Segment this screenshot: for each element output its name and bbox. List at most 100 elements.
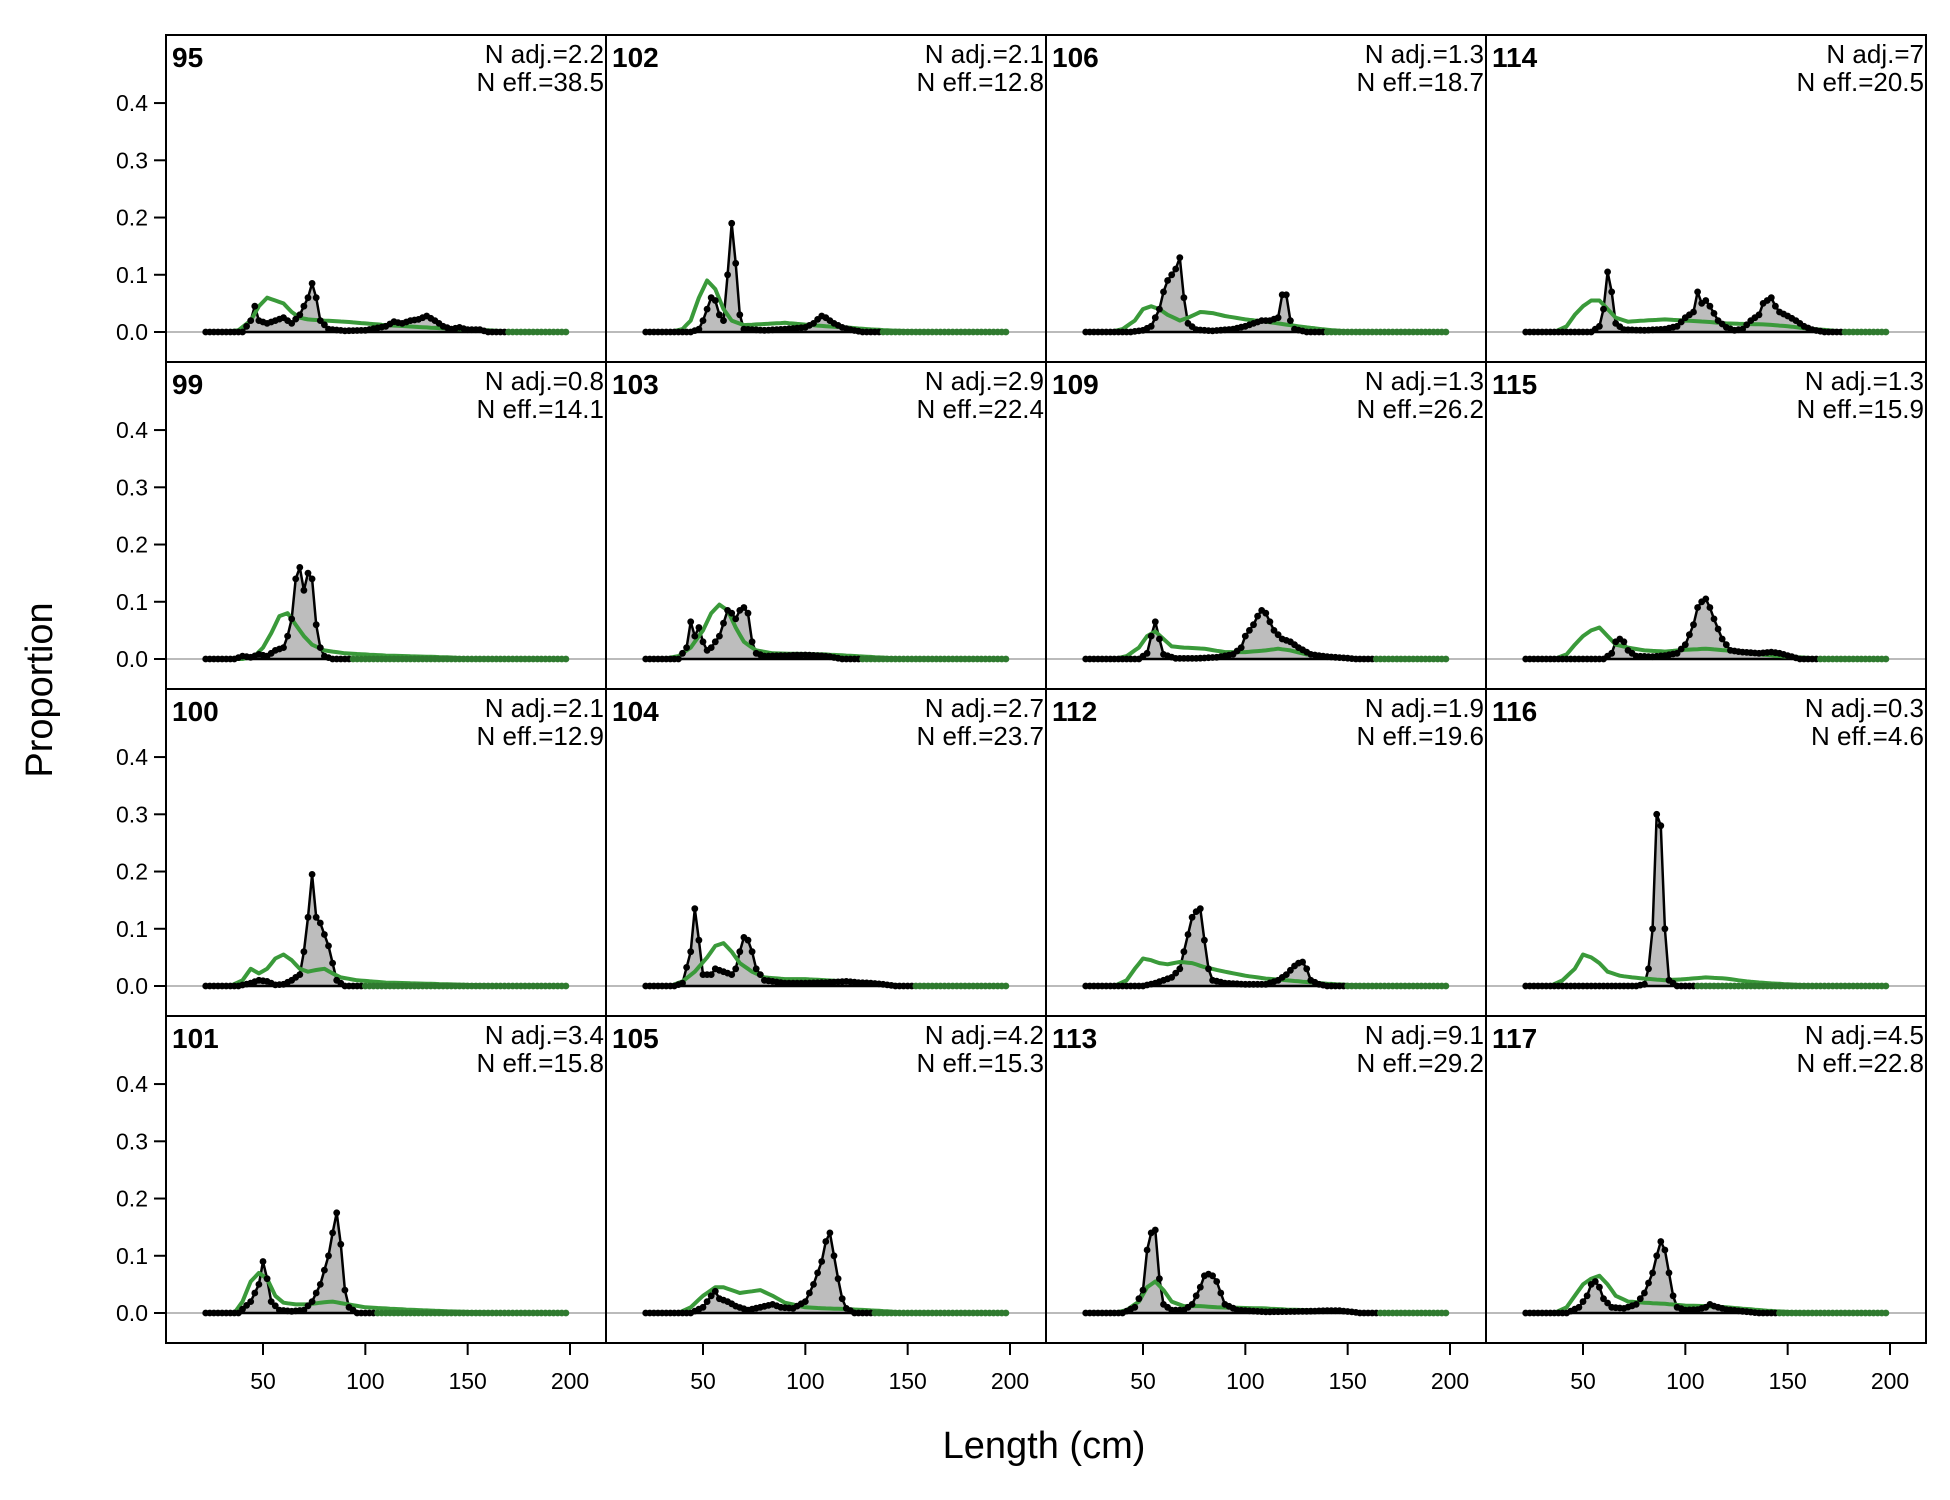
- observed-point: [1702, 297, 1710, 304]
- panel-95: 95 N adj.=2.2N eff.=38.5 0.0 0.1 0.2 0.3 0.4: [116, 34, 607, 363]
- observed-point: [1205, 965, 1212, 973]
- n-eff-label: N eff.=18.7: [1357, 67, 1484, 97]
- y-tick-label: 0.1: [116, 262, 148, 288]
- observed-point: [1287, 317, 1294, 324]
- panel-109: 109 N adj.=1.3N eff.=26.2: [1045, 361, 1487, 690]
- y-tick-label: 0.4: [116, 744, 148, 770]
- observed-point: [312, 294, 320, 302]
- observed-point: [716, 632, 723, 640]
- observed-point: [838, 1295, 846, 1303]
- observed-area: [204, 1211, 568, 1315]
- observed-point: [288, 320, 296, 327]
- panel-label: 109: [1052, 369, 1099, 400]
- observed-point: [1641, 1289, 1648, 1297]
- observed-point: [732, 965, 740, 973]
- panel-label: 106: [1052, 42, 1099, 73]
- panel-label: 114: [1492, 42, 1538, 73]
- observed-point: [1600, 305, 1607, 313]
- y-tick-label: 0.3: [116, 147, 148, 173]
- observed-point: [300, 302, 308, 310]
- observed-point: [263, 1275, 271, 1283]
- n-adj-label: N adj.=9.1: [1365, 1020, 1484, 1050]
- n-eff-label: N eff.=14.1: [477, 394, 604, 424]
- observed-point: [251, 1289, 259, 1297]
- observed-point: [1596, 322, 1603, 330]
- observed-point: [562, 655, 570, 663]
- observed-point: [711, 1287, 719, 1295]
- observed-point: [1168, 974, 1176, 981]
- observed-point: [321, 321, 328, 329]
- y-tick-label: 0.0: [116, 1300, 148, 1326]
- n-eff-label: N eff.=19.6: [1357, 721, 1484, 751]
- panel-113: 113 N adj.=9.1N eff.=29.2 50 100 150 200: [1045, 1015, 1487, 1394]
- observed-point: [716, 311, 723, 319]
- observed-point: [756, 971, 764, 978]
- observed-point: [1653, 810, 1661, 818]
- observed-point: [1657, 822, 1665, 830]
- observed-point: [1156, 1275, 1163, 1283]
- observed-point: [304, 569, 312, 577]
- observed-point: [806, 1289, 813, 1297]
- observed-point: [1591, 1278, 1599, 1285]
- x-tick-label: 200: [1431, 1368, 1469, 1394]
- observed-point: [1002, 1309, 1010, 1317]
- observed-point: [1002, 655, 1010, 663]
- panel-115: 115 N adj.=1.3N eff.=15.9: [1485, 361, 1927, 690]
- panel-101: 101 N adj.=3.4N eff.=15.8 0.0 0.1 0.2 0.3 0.4 5…: [116, 1015, 607, 1394]
- panel-label: 101: [172, 1023, 219, 1054]
- observed-point: [1690, 308, 1697, 316]
- observed-point: [1686, 631, 1693, 639]
- observed-point: [1241, 632, 1249, 640]
- x-tick-label: 50: [1130, 1368, 1156, 1394]
- x-tick-label: 100: [1226, 1368, 1264, 1394]
- observed-point: [280, 644, 287, 651]
- observed-point: [1669, 1292, 1677, 1300]
- panel-103: 103 N adj.=2.9N eff.=22.4: [605, 361, 1047, 690]
- observed-point: [308, 575, 316, 583]
- observed-point: [1180, 294, 1188, 302]
- observed-point: [562, 982, 570, 990]
- observed-point: [296, 564, 304, 571]
- panel-117: 117 N adj.=4.5N eff.=22.8 50 100 150 200: [1485, 1015, 1927, 1394]
- observed-point: [1882, 982, 1890, 990]
- panel-label: 105: [612, 1023, 659, 1054]
- x-tick-label: 150: [448, 1368, 486, 1394]
- observed-point: [1641, 980, 1648, 988]
- y-tick-label: 0.3: [116, 1128, 148, 1154]
- observed-point: [1246, 627, 1253, 634]
- observed-point: [239, 328, 246, 336]
- observed-point: [699, 317, 707, 324]
- observed-point: [683, 644, 690, 651]
- observed-point: [296, 311, 304, 319]
- observed-point: [1160, 288, 1167, 296]
- expected-line: [1525, 952, 1886, 988]
- observed-point: [247, 317, 255, 324]
- observed-point: [1649, 925, 1656, 933]
- y-tick-label: 0.4: [116, 90, 148, 116]
- observed-point: [1882, 655, 1890, 663]
- panel-frame: [1485, 1015, 1927, 1344]
- observed-point: [1188, 1301, 1196, 1308]
- n-adj-label: N adj.=4.5: [1805, 1020, 1924, 1050]
- observed-point: [1254, 612, 1261, 620]
- observed-point: [740, 604, 748, 611]
- observed-point: [308, 280, 316, 287]
- panel-112: 112 N adj.=1.9N eff.=19.6: [1045, 688, 1487, 1017]
- panel-label: 112: [1052, 696, 1097, 727]
- x-tick-label: 200: [991, 1368, 1029, 1394]
- observed-point: [1299, 958, 1306, 966]
- n-eff-label: N eff.=4.6: [1811, 721, 1924, 751]
- observed-point: [1657, 1238, 1665, 1245]
- y-tick-label: 0.2: [116, 205, 148, 231]
- panel-label: 115: [1492, 369, 1537, 400]
- observed-point: [1156, 305, 1163, 313]
- n-eff-label: N eff.=12.9: [477, 721, 604, 751]
- observed-point: [1176, 965, 1184, 973]
- y-tick-label: 0.1: [116, 916, 148, 942]
- observed-point: [1645, 1279, 1652, 1287]
- observed-point: [243, 322, 251, 330]
- x-tick-label: 100: [346, 1368, 384, 1394]
- observed-point: [1274, 314, 1282, 322]
- observed-point: [707, 1292, 715, 1300]
- n-adj-label: N adj.=1.3: [1365, 39, 1484, 69]
